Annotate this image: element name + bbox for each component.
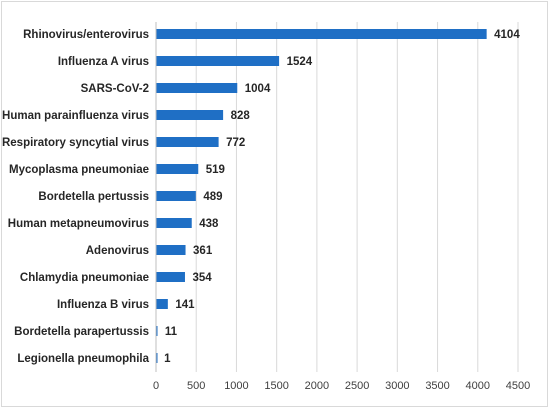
x-tick-label: 3500 — [425, 380, 449, 392]
x-tick-label: 1500 — [264, 380, 288, 392]
value-label: 141 — [175, 299, 195, 311]
bar — [156, 353, 158, 363]
value-label: 1004 — [245, 83, 271, 95]
x-tick-labels: 0 500 1000 1500 2000 2500 3000 3500 4000 4500 — [153, 380, 530, 392]
x-tick-label: 4500 — [506, 380, 530, 392]
bar — [156, 272, 185, 282]
x-tick-label: 2500 — [345, 380, 369, 392]
bar — [156, 218, 192, 228]
value-label: 772 — [226, 137, 245, 149]
category-label: Chlamydia pneumoniae — [20, 272, 149, 284]
value-label: 4104 — [494, 29, 520, 41]
category-label: Influenza B virus — [57, 299, 149, 311]
x-tick-label: 0 — [153, 380, 159, 392]
category-labels: Rhinovirus/enterovirus Influenza A virus S… — [2, 29, 150, 365]
value-label: 828 — [231, 110, 251, 122]
category-label: Bordetella parapertussis — [14, 326, 149, 338]
bar — [156, 29, 487, 39]
bar — [156, 83, 238, 93]
category-label: Respiratory syncytial virus — [2, 137, 149, 149]
x-tick-label: 1000 — [224, 380, 248, 392]
x-tick-label: 500 — [187, 380, 205, 392]
value-label: 1 — [164, 353, 171, 365]
category-label: Mycoplasma pneumoniae — [9, 164, 149, 176]
value-label: 354 — [192, 272, 212, 284]
bar — [156, 299, 168, 309]
category-label: Human parainfluenza virus — [2, 110, 149, 122]
value-label: 489 — [203, 191, 222, 203]
value-label: 438 — [199, 218, 219, 230]
value-label: 519 — [206, 164, 225, 176]
category-label: Bordetella pertussis — [38, 191, 149, 203]
x-tick-label: 3000 — [385, 380, 409, 392]
bar — [156, 110, 224, 120]
bar — [156, 326, 158, 336]
category-label: Rhinovirus/enterovirus — [23, 29, 149, 41]
bar — [156, 164, 199, 174]
value-label: 11 — [165, 326, 178, 338]
category-label: Human metapneumovirus — [8, 218, 149, 230]
category-label: SARS-CoV-2 — [81, 83, 149, 95]
category-label: Adenovirus — [86, 245, 149, 257]
value-label: 361 — [193, 245, 213, 257]
bar-layer — [156, 29, 487, 363]
category-label: Legionella pneumophila — [17, 353, 149, 365]
x-tick-label: 2000 — [305, 380, 329, 392]
bar — [156, 245, 186, 255]
bar — [156, 191, 196, 201]
category-label: Influenza A virus — [58, 56, 149, 68]
bar — [156, 56, 280, 66]
grid-layer — [155, 22, 519, 372]
bar — [156, 137, 219, 147]
value-label: 1524 — [287, 56, 313, 68]
x-tick-label: 4000 — [466, 380, 490, 392]
